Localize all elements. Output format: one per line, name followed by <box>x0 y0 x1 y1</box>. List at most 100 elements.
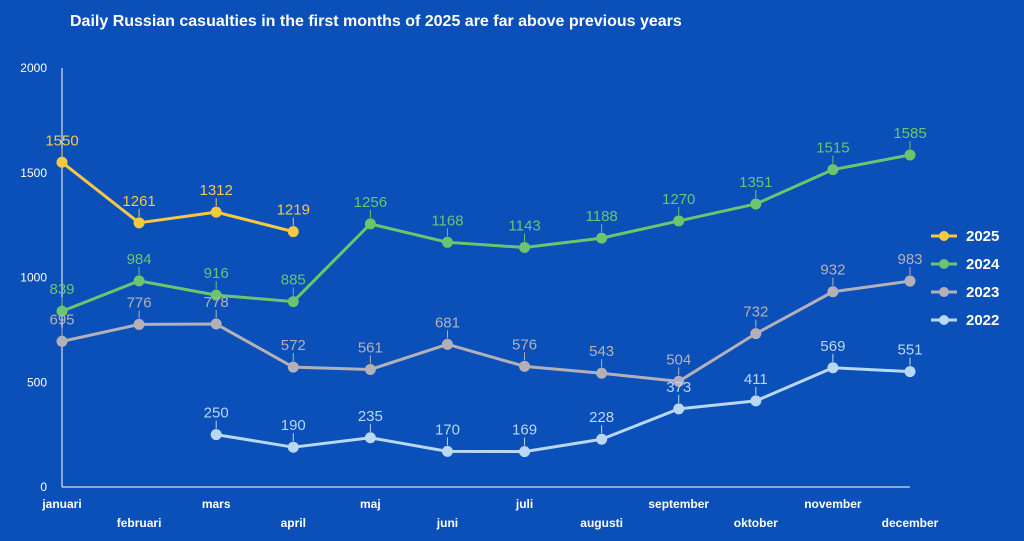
x-tick-label: juli <box>515 497 533 511</box>
series-line-2022 <box>215 366 911 454</box>
data-label: 932 <box>820 262 845 279</box>
data-label: 1261 <box>122 193 155 210</box>
y-tick-label: 2000 <box>20 61 47 75</box>
data-point <box>519 242 531 254</box>
data-label: 778 <box>204 294 229 311</box>
x-tick-label: april <box>281 516 306 530</box>
data-point <box>441 445 453 457</box>
data-point <box>441 236 453 248</box>
data-point <box>133 318 145 330</box>
series-line-2025 <box>61 161 294 234</box>
data-label: 839 <box>49 281 74 298</box>
x-tick-label: januari <box>41 497 81 511</box>
x-axis-ticks: januari februari mars april maj juni juli augus… <box>41 497 938 530</box>
data-label: 170 <box>435 421 460 438</box>
data-label: 411 <box>744 371 768 388</box>
series-2024: 839 984 916 885 1256 1168 1143 1188 1270 1351 1515… <box>49 125 927 317</box>
data-label: 885 <box>281 272 306 289</box>
data-point <box>596 433 608 445</box>
data-label: 572 <box>281 337 306 354</box>
x-tick-label: juni <box>436 516 458 530</box>
data-point <box>827 286 839 298</box>
data-label: 551 <box>897 342 922 359</box>
x-tick-label: februari <box>117 516 162 530</box>
data-point <box>750 328 762 340</box>
axes <box>61 68 910 488</box>
data-label: 984 <box>127 251 152 268</box>
legend: 2025 2024 2023 2022 <box>931 228 1000 329</box>
data-point <box>673 215 685 227</box>
data-label: 569 <box>820 338 845 355</box>
data-point <box>519 446 531 458</box>
data-point <box>56 305 68 317</box>
data-label: 1168 <box>431 212 463 229</box>
data-point <box>904 275 916 287</box>
series-2022: 250 190 235 170 169 228 373 411 569 551 <box>204 338 923 458</box>
data-point <box>904 366 916 378</box>
data-point <box>133 275 145 287</box>
legend-swatch-marker <box>939 259 949 269</box>
data-point <box>210 206 222 218</box>
data-label: 1550 <box>45 132 78 149</box>
y-tick-label: 1000 <box>20 271 47 285</box>
data-point <box>364 432 376 444</box>
data-point <box>827 164 839 176</box>
data-point <box>673 403 685 415</box>
data-label: 235 <box>358 408 383 425</box>
data-point <box>287 226 299 238</box>
x-tick-label: maj <box>360 497 381 511</box>
data-point <box>133 217 145 229</box>
data-label: 504 <box>666 351 691 368</box>
y-tick-label: 0 <box>40 480 47 494</box>
data-label: 543 <box>589 343 614 360</box>
data-label: 1143 <box>508 218 540 235</box>
data-point <box>210 429 222 441</box>
data-point <box>364 218 376 230</box>
data-label: 250 <box>204 405 229 422</box>
data-point <box>56 335 68 347</box>
legend-item-2022: 2022 <box>931 312 999 329</box>
data-label: 169 <box>512 422 537 439</box>
legend-label: 2025 <box>966 228 999 245</box>
data-label: 1351 <box>739 174 772 191</box>
data-point <box>210 289 222 301</box>
data-point <box>596 367 608 379</box>
data-label: 916 <box>204 265 229 282</box>
x-tick-label: augusti <box>580 516 623 530</box>
x-tick-label: november <box>804 497 862 511</box>
data-point <box>673 375 685 387</box>
legend-item-2025: 2025 <box>931 228 999 245</box>
data-label: 1219 <box>277 202 310 219</box>
data-point <box>904 149 916 161</box>
legend-item-2024: 2024 <box>931 256 1000 273</box>
data-point <box>441 338 453 350</box>
data-label: 1585 <box>893 125 926 142</box>
series-2025: 1550 1261 1312 1219 <box>45 132 310 238</box>
legend-label: 2024 <box>966 256 1000 273</box>
data-label: 681 <box>435 314 460 331</box>
data-point <box>287 361 299 373</box>
series-line-2023 <box>61 279 911 383</box>
legend-swatch-marker <box>939 315 949 325</box>
legend-item-2023: 2023 <box>931 284 999 301</box>
data-point <box>287 296 299 308</box>
legend-label: 2022 <box>966 312 999 329</box>
y-tick-label: 1500 <box>20 166 47 180</box>
y-tick-label: 500 <box>27 375 47 389</box>
data-point <box>364 363 376 375</box>
series-2023: 695 776 778 572 561 681 576 543 504 732 932 983 <box>49 251 923 387</box>
x-tick-label: oktober <box>734 516 778 530</box>
legend-swatch-marker <box>939 231 949 241</box>
y-axis-ticks: 0 500 1000 1500 2000 <box>20 61 47 494</box>
data-label: 1256 <box>354 194 387 211</box>
data-label: 1312 <box>199 182 232 199</box>
data-label: 732 <box>743 304 768 321</box>
chart-title: Daily Russian casualties in the first mo… <box>70 13 682 30</box>
x-tick-label: mars <box>202 497 231 511</box>
data-label: 983 <box>897 251 922 268</box>
data-label: 1515 <box>816 140 849 157</box>
data-label: 576 <box>512 336 537 353</box>
data-point <box>519 360 531 372</box>
